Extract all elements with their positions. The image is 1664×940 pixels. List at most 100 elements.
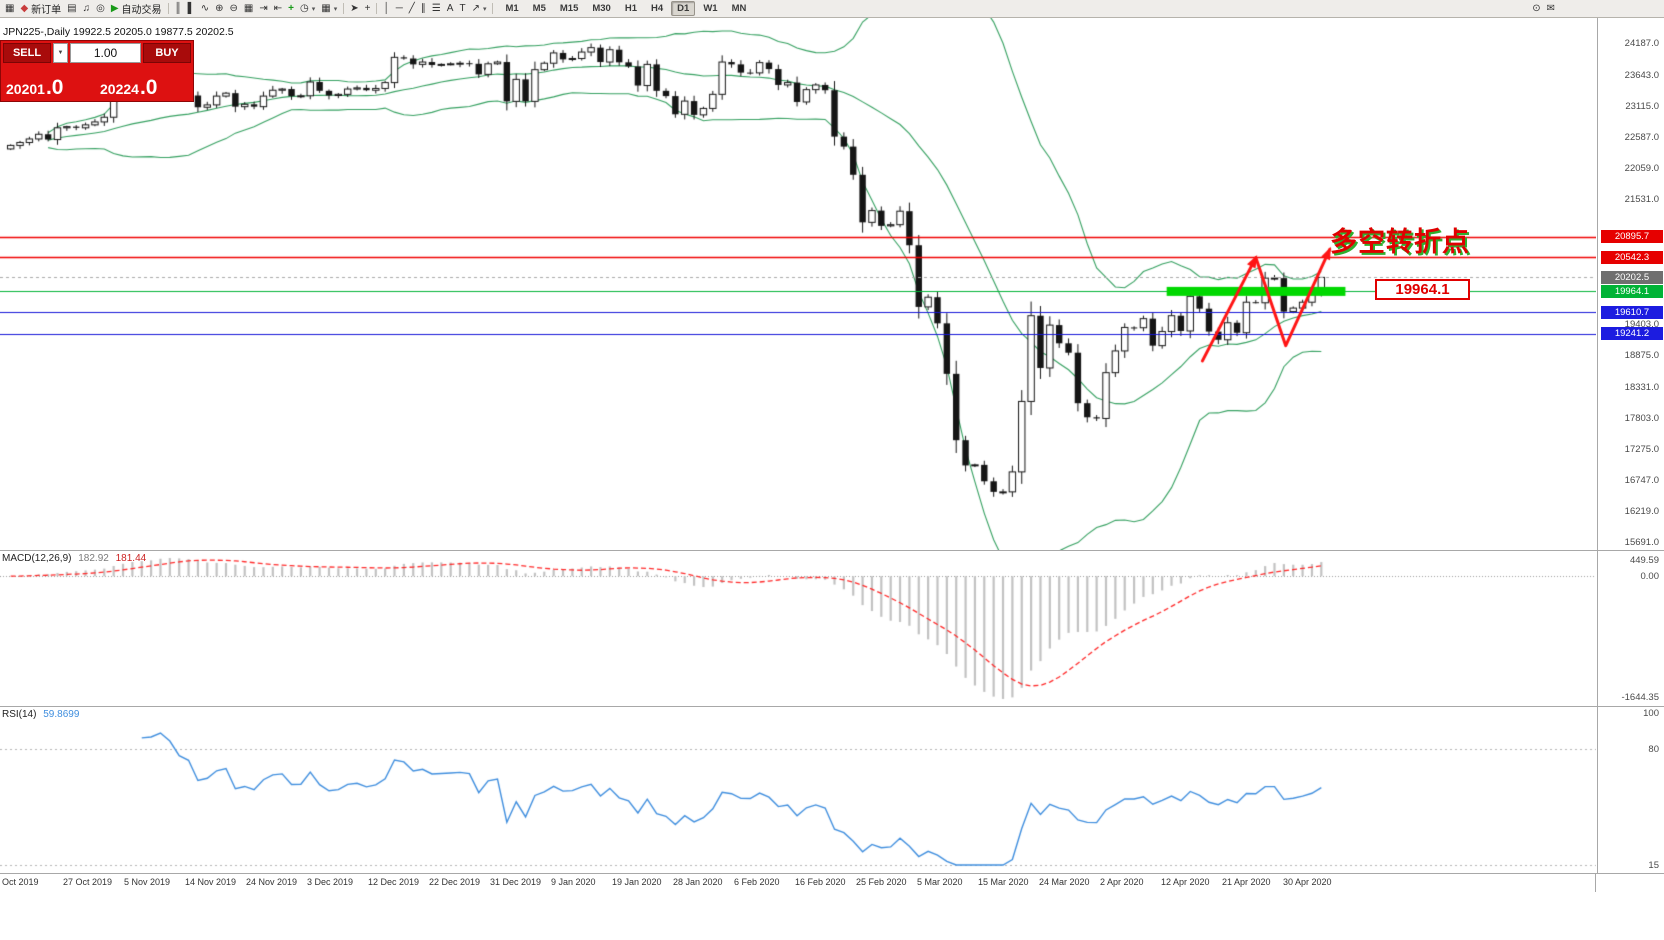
time-axis-label: 28 Jan 2020 — [673, 877, 723, 887]
price-axis-label: 17275.0 — [1624, 444, 1659, 456]
autotrading-button: ▶ — [110, 2, 119, 14]
text-icon: A — [446, 2, 454, 14]
time-axis-label: 27 Oct 2019 — [63, 877, 113, 887]
price-axis-label: 16747.0 — [1624, 475, 1659, 487]
indicators-icon[interactable]: + — [285, 1, 297, 16]
timeframe-bar: M1 M5 M15 M30 H1 H4 D1 W1 MN — [498, 1, 753, 16]
price-axis[interactable]: 24187.0 23643.0 23115.0 22587.0 22059.0 21531… — [1597, 18, 1664, 550]
market-watch-icon[interactable]: ▤ — [64, 1, 79, 16]
time-axis-label: 31 Dec 2019 — [490, 877, 542, 887]
crosshair-icon[interactable]: + — [362, 1, 374, 16]
new-chart-icon: ▦ — [5, 2, 15, 14]
arrows-icon[interactable]: ↗ ▾ — [469, 1, 490, 16]
timeframe-button-M15[interactable]: M15 — [559, 3, 579, 14]
rsi-axis-label: 80 — [1648, 743, 1659, 755]
text-icon[interactable]: A — [444, 1, 457, 16]
horizontal-line-icon: ─ — [395, 2, 403, 14]
cursor-icon[interactable]: ➤ — [347, 1, 361, 16]
sell-price: 20201 .0 — [3, 65, 97, 99]
time-axis[interactable]: Oct 2019 27 Oct 2019 5 Nov 2019 14 Nov 2019… — [0, 874, 1596, 892]
timeframe-button-D1[interactable]: D1 — [671, 1, 696, 16]
buy-button[interactable]: BUY — [143, 43, 191, 63]
chart-region[interactable]: JPN225-,Daily 19922.5 20205.0 19877.5 20… — [0, 18, 1664, 551]
trendline-icon[interactable]: ╱ — [406, 1, 418, 16]
zoom-in-icon[interactable]: ⊕ — [212, 1, 226, 16]
lot-input[interactable]: 1.00 — [70, 43, 141, 63]
line-chart-icon[interactable]: ∿ — [198, 1, 212, 16]
time-axis-label: 3 Dec 2019 — [307, 877, 354, 887]
time-axis-label: 16 Feb 2020 — [795, 877, 846, 887]
horizontal-line-icon[interactable]: ─ — [393, 1, 406, 16]
crosshair-icon: + — [364, 2, 371, 14]
price-chart-canvas[interactable] — [0, 18, 1596, 550]
chevron-down-icon: ▾ — [311, 5, 316, 13]
chart-shift-icon[interactable]: ⇤ — [271, 1, 285, 16]
periods-icon[interactable]: ◷ ▾ — [297, 1, 318, 16]
zoom-out-icon[interactable]: ⊖ — [227, 1, 241, 16]
rsi-axis-label: 15 — [1648, 860, 1659, 871]
search-icon[interactable]: ⊙ — [1529, 1, 1543, 16]
buy-price: 20224 .0 — [97, 65, 191, 99]
price-axis-tag: 20202.5 — [1601, 270, 1663, 284]
indicators-icon: + — [288, 2, 294, 14]
rsi-label: RSI(14) 59.8699 — [2, 709, 79, 720]
turning-point-annotation[interactable]: 多空转折点 — [1330, 227, 1470, 257]
periods-icon: ◷ — [299, 2, 309, 14]
timeframe-button-MN[interactable]: MN — [731, 3, 747, 14]
macd-axis[interactable]: 449.59 0.00 -1644.35 — [1597, 551, 1664, 706]
rsi-axis[interactable]: 100 80 15 — [1597, 707, 1664, 873]
timeframe-button-M30[interactable]: M30 — [592, 3, 611, 14]
templates-icon[interactable]: ▦ ▾ — [318, 1, 340, 16]
price-axis-label: 19403.0 — [1624, 319, 1659, 331]
sound-icon[interactable]: ♫ — [80, 1, 94, 16]
price-axis-label: 15691.0 — [1624, 537, 1659, 549]
chart-title: JPN225-,Daily 19922.5 20205.0 19877.5 20… — [3, 26, 234, 38]
price-axis-tag: 20542.3 — [1601, 250, 1663, 264]
bottom-area — [0, 892, 1664, 938]
price-axis-tag: 19964.1 — [1601, 284, 1663, 298]
timeframe-button-H4[interactable]: H4 — [651, 3, 664, 14]
bar-chart-icon[interactable]: ║ — [172, 1, 185, 16]
auto-scroll-icon[interactable]: ⇥ — [256, 1, 270, 16]
timeframe-button-M5[interactable]: M5 — [532, 3, 546, 14]
mail-icon: ✉ — [1546, 2, 1555, 14]
time-axis-label: 30 Apr 2020 — [1283, 877, 1332, 887]
macd-label: MACD(12,26,9) 182.92 181.44 — [2, 553, 146, 564]
candlestick-chart-icon[interactable]: ▌ — [185, 1, 198, 16]
new-order-button-label: 新订单 — [31, 5, 62, 16]
new-chart-icon[interactable]: ▦ — [2, 1, 17, 16]
rsi-canvas[interactable] — [0, 707, 1596, 873]
vertical-line-icon[interactable]: │ — [380, 1, 392, 16]
macd-name: MACD(12,26,9) — [2, 553, 72, 564]
timeframe-button-H1[interactable]: H1 — [624, 3, 637, 14]
macd-panel[interactable]: MACD(12,26,9) 182.92 181.44 449.59 0.00 -1… — [0, 551, 1664, 707]
one-click-prices: 20201 .0 20224 .0 — [3, 65, 191, 99]
macd-canvas[interactable] — [0, 551, 1596, 706]
new-order-button[interactable]: ◆ 新订单 — [17, 1, 64, 16]
label-icon[interactable]: T — [456, 1, 468, 16]
autotrading-button[interactable]: ▶ 自动交易 — [108, 1, 165, 16]
price-axis-label: 23643.0 — [1624, 70, 1659, 82]
tile-windows-icon[interactable]: ▦ — [241, 1, 256, 16]
time-axis-label: 21 Apr 2020 — [1222, 877, 1271, 887]
fibonacci-icon[interactable]: ☰ — [429, 1, 444, 16]
price-axis-label: 16219.0 — [1624, 506, 1659, 518]
timeframe-button-M1[interactable]: M1 — [505, 3, 519, 14]
channel-icon: ∥ — [420, 2, 426, 14]
web-terminal-icon[interactable]: ◎ — [93, 1, 108, 16]
tile-windows-icon: ▦ — [243, 2, 254, 14]
macd-axis-label: -1644.35 — [1621, 692, 1659, 703]
lot-down-button[interactable]: ▼ — [53, 43, 68, 63]
mail-icon[interactable]: ✉ — [1544, 1, 1558, 16]
trendline-icon: ╱ — [408, 2, 415, 14]
sound-icon: ♫ — [82, 2, 91, 14]
rsi-panel[interactable]: RSI(14) 59.8699 100 80 15 — [0, 707, 1664, 874]
timeframe-button-W1[interactable]: W1 — [703, 3, 718, 14]
level-price-label[interactable]: 19964.1 — [1375, 279, 1470, 300]
autotrading-button-label: 自动交易 — [121, 5, 162, 16]
rsi-name: RSI(14) — [2, 709, 37, 720]
time-axis-label: 14 Nov 2019 — [185, 877, 237, 887]
label-icon: T — [459, 2, 466, 14]
channel-icon[interactable]: ∥ — [418, 1, 429, 16]
time-axis-label: 24 Mar 2020 — [1039, 877, 1090, 887]
